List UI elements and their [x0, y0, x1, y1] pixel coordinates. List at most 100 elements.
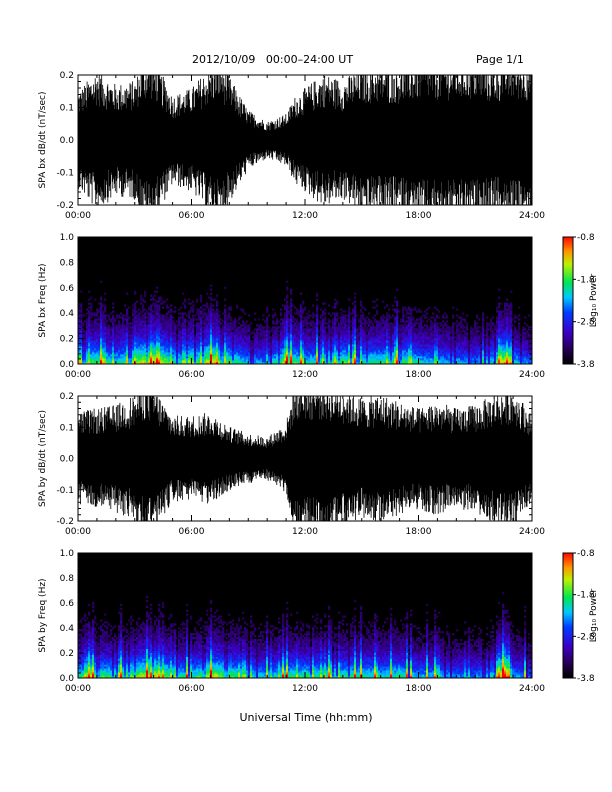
spectrogram-cell: [324, 356, 327, 359]
spectrogram-cell: [90, 314, 93, 317]
spectrogram-cell: [210, 292, 213, 295]
spectrogram-cell: [248, 324, 251, 327]
spectrogram-cell: [244, 342, 247, 345]
spectrogram-cell: [208, 296, 211, 299]
x-tick-label: 18:00: [406, 211, 432, 221]
spectrogram-cell: [428, 340, 431, 343]
spectrogram-cell: [232, 326, 235, 329]
spectrogram-cell: [156, 328, 159, 331]
spectrogram-cell: [402, 348, 405, 351]
spectrogram-cell: [146, 346, 149, 349]
spectrogram-cell: [224, 334, 227, 337]
spectrogram-cell: [98, 352, 101, 355]
spectrogram-cell: [294, 348, 297, 351]
spectrogram-cell: [370, 322, 373, 325]
spectrogram-cell: [334, 362, 337, 365]
spectrogram-cell: [298, 342, 301, 345]
spectrogram-cell: [428, 346, 431, 349]
spectrogram-cell: [298, 338, 301, 341]
spectrogram-cell: [152, 358, 155, 361]
spectrogram-cell: [232, 352, 235, 355]
spectrogram-cell: [170, 344, 173, 347]
spectrogram-cell: [386, 358, 389, 361]
spectrogram-cell: [338, 356, 341, 359]
spectrogram-cell: [150, 328, 153, 331]
spectrogram-cell: [90, 302, 93, 305]
spectrogram-cell: [194, 338, 197, 341]
spectrogram-cell: [434, 320, 437, 323]
spectrogram-cell: [264, 352, 267, 355]
spectrogram-cell: [188, 348, 191, 351]
spectrogram-cell: [372, 306, 375, 309]
spectrogram-cell: [316, 304, 319, 307]
spectrogram-cell: [180, 312, 183, 315]
spectrogram-cell: [398, 356, 401, 359]
spectrogram-cell: [358, 344, 361, 347]
spectrogram-cell: [178, 334, 181, 337]
spectrogram-cell: [186, 338, 189, 341]
spectrogram-cell: [180, 360, 183, 363]
spectrogram-cell: [386, 340, 389, 343]
spectrogram-cell: [342, 310, 345, 313]
spectrogram-cell: [196, 340, 199, 343]
spectrogram-cell: [444, 344, 447, 347]
spectrogram-cell: [430, 322, 433, 325]
spectrogram-cell: [116, 332, 119, 335]
spectrogram-cell: [256, 324, 259, 327]
spectrogram-cell: [126, 318, 129, 321]
spectrogram-cell: [252, 346, 255, 349]
spectrogram-cell: [294, 350, 297, 353]
spectrogram-cell: [292, 348, 295, 351]
spectrogram-cell: [98, 328, 101, 331]
spectrogram-cell: [292, 354, 295, 357]
spectrogram-cell: [146, 336, 149, 339]
spectrogram-cell: [108, 330, 111, 333]
spectrogram-cell: [254, 332, 257, 335]
spectrogram-cell: [156, 312, 159, 315]
spectrogram-cell: [406, 326, 409, 329]
spectrogram-cell: [286, 322, 289, 325]
spectrogram-cell: [110, 332, 113, 335]
spectrogram-cell: [348, 318, 351, 321]
spectrogram-cell: [126, 322, 129, 325]
spectrogram-cell: [118, 362, 121, 365]
spectrogram-cell: [158, 318, 161, 321]
spectrogram-cell: [324, 342, 327, 345]
spectrogram-cell: [180, 326, 183, 329]
spectrogram-cell: [168, 348, 171, 351]
spectrogram-cell: [188, 346, 191, 349]
spectrogram-cell: [134, 330, 137, 333]
spectrogram-cell: [454, 360, 457, 363]
spectrogram-cell: [108, 358, 111, 361]
spectrogram-cell: [228, 352, 231, 355]
spectrogram-cell: [286, 362, 289, 365]
spectrogram-cell: [292, 344, 295, 347]
spectrogram-cell: [236, 340, 239, 343]
spectrogram-cell: [320, 330, 323, 333]
spectrogram-cell: [412, 360, 415, 363]
spectrogram-cell: [378, 340, 381, 343]
spectrogram-cell: [266, 310, 269, 313]
spectrogram-cell: [110, 350, 113, 353]
spectrogram-cell: [198, 352, 201, 355]
spectrogram-cell: [214, 324, 217, 327]
spectrogram-cell: [140, 328, 143, 331]
spectrogram-cell: [338, 330, 341, 333]
spectrogram-cell: [420, 316, 423, 319]
spectrogram-cell: [252, 348, 255, 351]
spectrogram-cell: [282, 332, 285, 335]
spectrogram-cell: [244, 350, 247, 353]
spectrogram-cell: [400, 358, 403, 361]
spectrogram-cell: [114, 348, 117, 351]
spectrogram-cell: [126, 326, 129, 329]
spectrogram-cell: [304, 324, 307, 327]
spectrogram-cell: [140, 346, 143, 349]
spectrogram-cell: [240, 324, 243, 327]
spectrogram-cell: [410, 310, 413, 313]
spectrogram-cell: [240, 308, 243, 311]
spectrogram-cell: [284, 334, 287, 337]
spectrogram-cell: [304, 328, 307, 331]
spectrogram-cell: [122, 340, 125, 343]
spectrogram-cell: [100, 330, 103, 333]
spectrogram-cell: [162, 362, 165, 365]
